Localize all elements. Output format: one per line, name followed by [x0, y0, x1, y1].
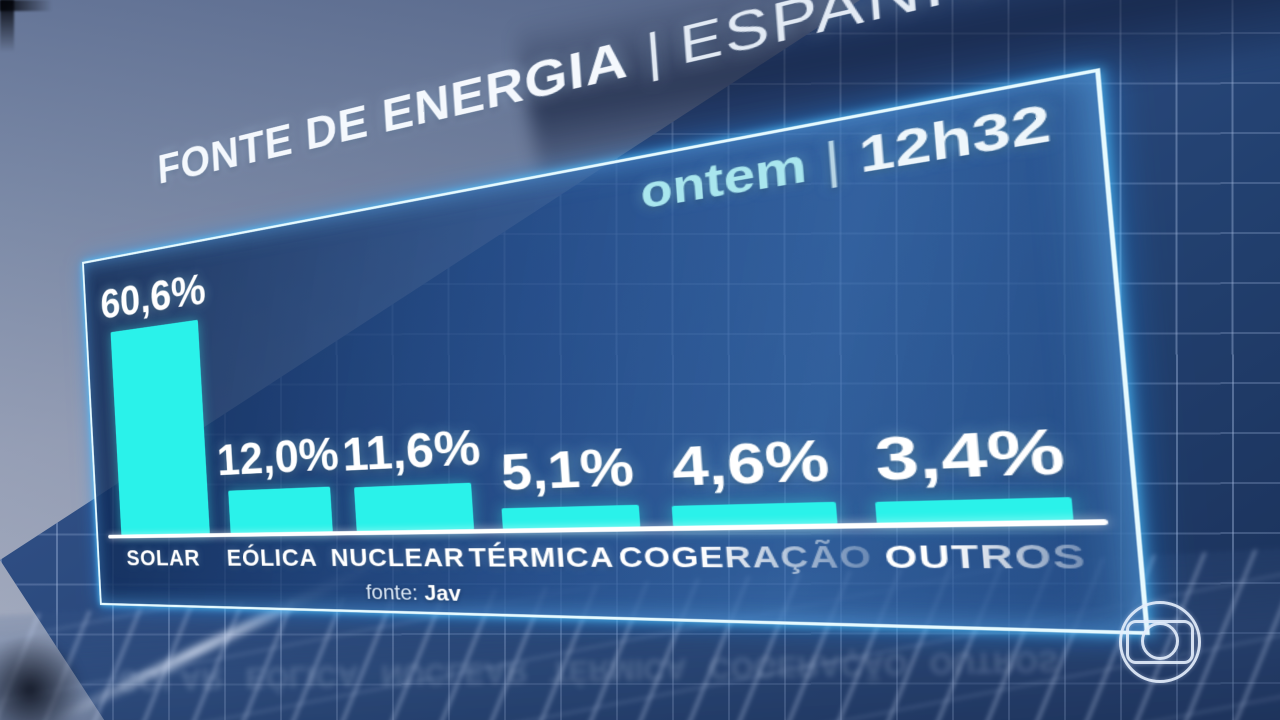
reflection-label: TÉRMICA	[550, 651, 687, 688]
source-value: Jav	[424, 581, 462, 606]
dark-corner-bottom-left	[0, 635, 85, 720]
title-separator: |	[644, 21, 664, 83]
category-label: EÓLICA	[214, 544, 331, 573]
bar-column: 4,6%	[650, 423, 857, 527]
category-label: SOLAR	[112, 545, 215, 572]
tv-graphic-screen: SOLAR EÓLICA NUCLEAR TÉRMICA COGERAÇÃO OUTROS…	[0, 0, 1280, 720]
bar-column: 11,6%	[338, 416, 488, 532]
bar-column: 60,6%	[98, 262, 220, 535]
bar-column: 3,4%	[849, 410, 1098, 524]
labels-row: SOLAR EÓLICA NUCLEAR TÉRMICA COGERAÇÃO OUTROS	[112, 537, 1103, 578]
globo-logo-inner-circle	[1141, 622, 1179, 660]
category-label: NUCLEAR	[330, 543, 466, 574]
bar-value-label: 5,1%	[499, 434, 636, 502]
reflection-label: OUTROS	[929, 643, 1058, 680]
category-label: OUTROS	[871, 537, 1103, 578]
bar-value-label: 60,6%	[99, 262, 206, 328]
globo-logo	[1119, 601, 1201, 683]
dark-corner-top-left-2	[0, 0, 52, 11]
reflection-label: COGERAÇÃO	[709, 646, 908, 684]
bar-column: 12,0%	[215, 425, 345, 534]
bar-1	[110, 320, 210, 536]
bar-value-label: 11,6%	[341, 416, 482, 481]
bar-column: 5,1%	[483, 433, 657, 530]
reflection-label: NUCLEAR	[381, 654, 528, 691]
source-label: fonte:	[365, 581, 419, 606]
category-label: TÉRMICA	[464, 541, 620, 574]
reflection-label: EÓLICA	[245, 658, 359, 694]
bar-value-label: 3,4%	[872, 412, 1068, 494]
bar-value-label: 12,0%	[216, 425, 341, 485]
category-label: COGERAÇÃO	[618, 539, 874, 576]
reflection-label: SOLAR	[118, 661, 224, 697]
bar-value-label: 4,6%	[670, 425, 832, 499]
bar-2	[228, 486, 332, 533]
bar-3	[354, 482, 475, 531]
